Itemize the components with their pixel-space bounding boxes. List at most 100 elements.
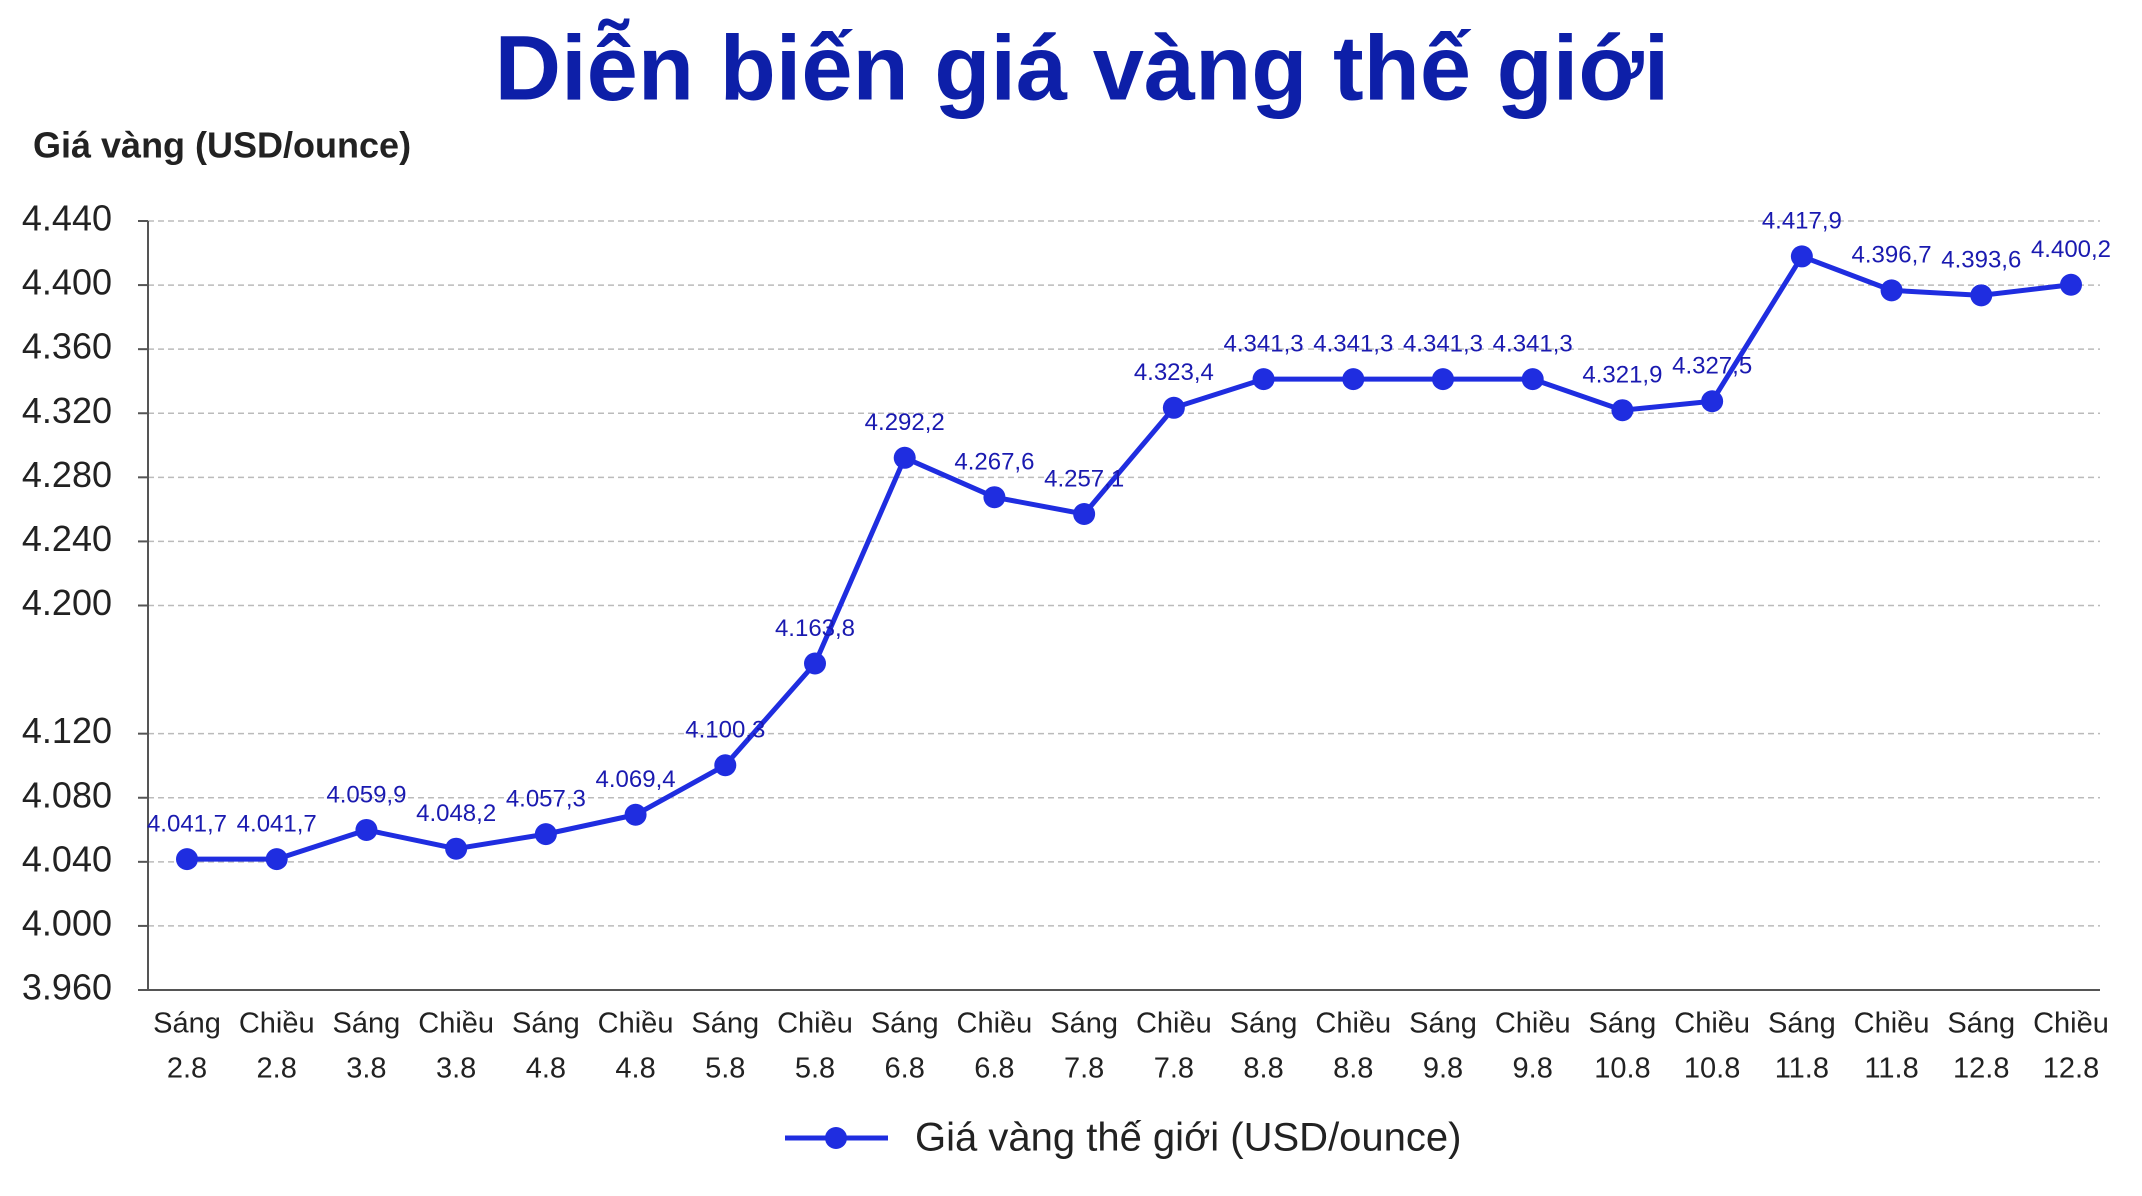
x-tick-label: Sáng (1050, 1008, 1118, 1040)
x-tick-label: Chiều (1136, 1008, 1212, 1040)
x-tick-label: Sáng (512, 1008, 580, 1040)
data-label: 4.341,3 (1313, 330, 1393, 357)
point (624, 803, 647, 826)
x-tick-label: Sáng (871, 1008, 939, 1040)
point (714, 754, 737, 777)
x-tick-label: Sáng (1947, 1008, 2015, 1040)
x-tick-label: Chiều (418, 1008, 494, 1040)
data-label: 4.341,3 (1403, 330, 1483, 357)
point (2060, 273, 2082, 296)
data-label: 4.292,2 (865, 409, 945, 436)
x-tick-label: Chiều (1315, 1008, 1391, 1040)
x-tick-label: 3.8 (346, 1053, 386, 1085)
data-label: 4.163,8 (775, 615, 855, 642)
y-tick-label: 4.240 (22, 518, 112, 559)
point (265, 848, 288, 871)
y-tick-label: 4.040 (22, 838, 112, 879)
point (1521, 368, 1544, 391)
x-tick-label: 12.8 (1953, 1053, 2009, 1085)
data-label: 4.041,7 (237, 810, 317, 837)
data-label: 4.057,3 (506, 785, 586, 812)
data-label: 4.341,3 (1224, 330, 1304, 357)
x-tick-label: Sáng (153, 1008, 221, 1040)
x-tick-label: 5.8 (705, 1053, 745, 1085)
point (1970, 284, 1993, 307)
point (1432, 368, 1454, 391)
x-tick-label: 10.8 (1594, 1053, 1650, 1085)
data-label: 4.048,2 (416, 800, 496, 827)
x-tick-label: Sáng (691, 1008, 759, 1040)
y-tick-label: 4.080 (22, 774, 112, 815)
point (176, 848, 198, 871)
y-axis-label: Giá vàng (USD/ounce) (33, 125, 411, 166)
x-tick-label: 7.8 (1154, 1053, 1194, 1085)
point (1880, 279, 1903, 302)
data-label: 4.059,9 (326, 781, 406, 808)
x-tick-label: Chiều (2033, 1008, 2109, 1040)
x-tick-label: 6.8 (885, 1053, 925, 1085)
x-tick-label: 4.8 (615, 1053, 655, 1085)
x-tick-label: 3.8 (436, 1053, 476, 1085)
x-tick-label: Sáng (1230, 1008, 1298, 1040)
x-tick-label: 9.8 (1423, 1053, 1463, 1085)
legend-label: Giá vàng thế giới (USD/ounce) (915, 1116, 1461, 1160)
y-tick-label: 4.200 (22, 582, 112, 623)
data-label: 4.400,2 (2031, 236, 2111, 263)
y-tick-label: 4.360 (22, 326, 112, 367)
x-tick-label: 2.8 (167, 1053, 207, 1085)
data-label: 4.321,9 (1582, 362, 1662, 389)
x-tick-label: 5.8 (795, 1053, 835, 1085)
x-tick-label: 12.8 (2043, 1053, 2099, 1085)
data-label: 4.393,6 (1941, 247, 2021, 274)
x-tick-label: Chiều (1674, 1008, 1750, 1040)
point (804, 652, 826, 675)
chart-title: Diễn biến giá vàng thế giới (495, 17, 1670, 119)
x-tick-label: 10.8 (1684, 1053, 1740, 1085)
data-label: 4.069,4 (596, 766, 676, 793)
x-tick-label: Chiều (957, 1008, 1033, 1040)
y-tick-label: 4.000 (22, 902, 112, 943)
point (1342, 368, 1365, 391)
point (1162, 396, 1185, 419)
data-label: 4.267,6 (954, 449, 1034, 476)
point (1611, 399, 1634, 422)
x-tick-label: Chiều (1495, 1008, 1571, 1040)
y-tick-label: 4.120 (22, 710, 112, 751)
point (1073, 503, 1096, 526)
x-tick-label: 8.8 (1333, 1053, 1373, 1085)
data-label: 4.100,3 (685, 717, 765, 744)
point (1252, 368, 1275, 391)
data-label: 4.341,3 (1493, 330, 1573, 357)
x-tick-label: Chiều (777, 1008, 853, 1040)
x-tick-label: 8.8 (1243, 1053, 1283, 1085)
y-tick-label: 4.280 (22, 454, 112, 495)
point (1790, 245, 1813, 268)
data-label: 4.327,5 (1672, 353, 1752, 380)
x-tick-label: Chiều (598, 1008, 674, 1040)
data-label: 4.257,1 (1044, 465, 1124, 492)
point (983, 486, 1006, 509)
x-tick-label: Chiều (239, 1008, 315, 1040)
x-tick-label: 9.8 (1513, 1053, 1553, 1085)
x-tick-label: Sáng (333, 1008, 401, 1040)
x-tick-label: Chiều (1854, 1008, 1930, 1040)
point (1701, 390, 1724, 413)
x-tick-label: 6.8 (974, 1053, 1014, 1085)
legend-marker (825, 1127, 847, 1149)
x-tick-label: 11.8 (1775, 1053, 1829, 1085)
x-tick-label: 7.8 (1064, 1053, 1104, 1085)
point (445, 837, 468, 860)
y-tick-label: 3.960 (22, 967, 112, 1008)
x-tick-label: 2.8 (257, 1053, 297, 1085)
x-tick-label: 11.8 (1864, 1053, 1918, 1085)
y-tick-label: 4.400 (22, 262, 112, 303)
data-label: 4.323,4 (1134, 359, 1214, 386)
point (893, 446, 916, 469)
x-tick-label: Sáng (1589, 1008, 1657, 1040)
data-label: 4.396,7 (1852, 242, 1932, 269)
y-tick-label: 4.320 (22, 390, 112, 431)
y-tick-label: 4.440 (22, 198, 112, 239)
x-tick-label: Sáng (1768, 1008, 1836, 1040)
